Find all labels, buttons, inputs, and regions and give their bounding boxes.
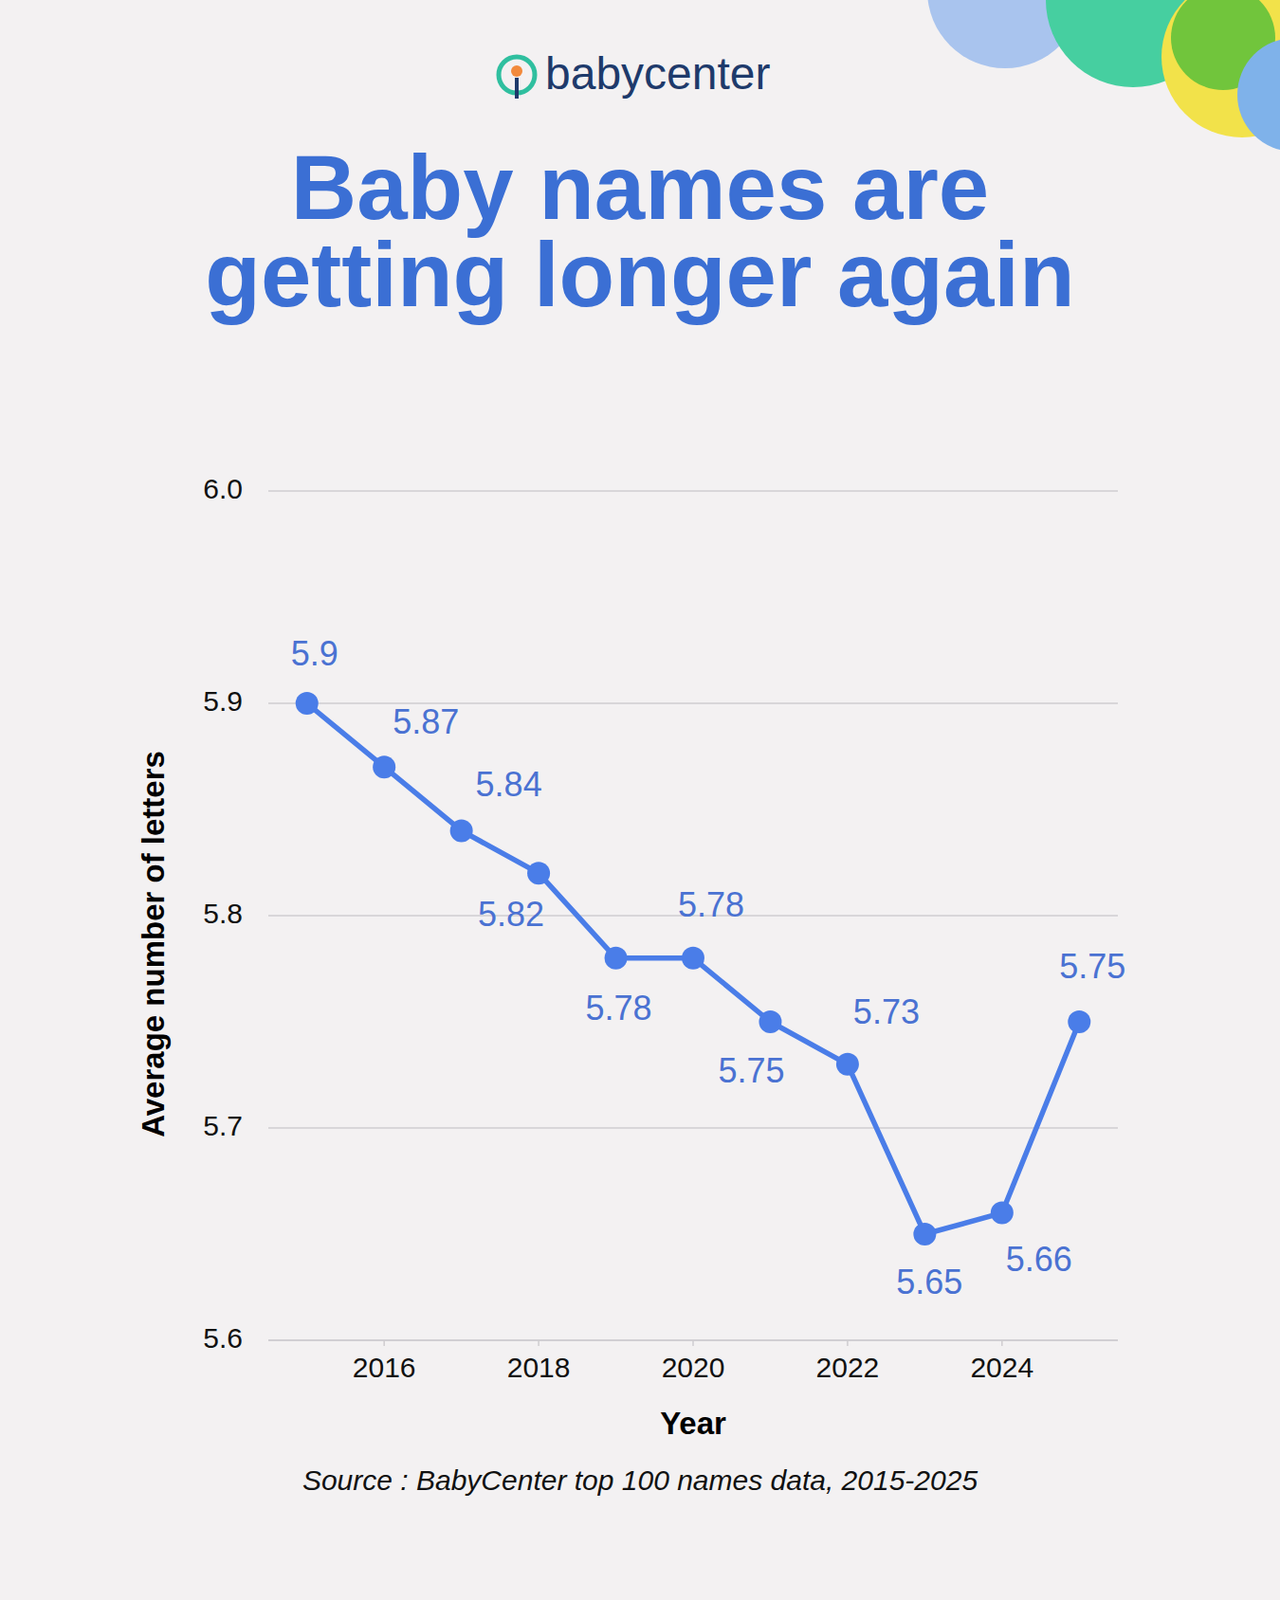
- decoration: [927, 0, 1280, 152]
- data-label: 5.87: [392, 702, 459, 742]
- point: [836, 1053, 860, 1077]
- data-label: 5.9: [291, 634, 339, 674]
- data-label: 5.82: [477, 895, 545, 934]
- data-label: 5.78: [585, 988, 653, 1028]
- point: [604, 947, 628, 970]
- point: [372, 755, 396, 779]
- data-label: 5.75: [717, 1051, 785, 1091]
- logo-icon: [514, 77, 519, 99]
- y-tick-label: 5.8: [202, 897, 243, 930]
- series: [295, 692, 1092, 1246]
- y-tick-label: 5.9: [202, 685, 243, 717]
- y-tick-label: 5.7: [202, 1110, 243, 1142]
- grid-line: [268, 490, 1118, 493]
- data-label: 5.65: [896, 1262, 963, 1302]
- data-label: 5.73: [853, 992, 920, 1032]
- y-axis-title: Average number of letters: [135, 750, 171, 1138]
- point: [1067, 1010, 1091, 1034]
- line: [307, 703, 1080, 1235]
- data-label: 5.78: [677, 885, 745, 925]
- y-tick-label: 5.6: [202, 1322, 243, 1354]
- grid: [268, 491, 1118, 1341]
- x-tick-label: 2016: [352, 1352, 417, 1384]
- brand: babycenter: [545, 48, 771, 99]
- point: [990, 1202, 1014, 1226]
- title: Baby names aregetting longer again: [204, 136, 1075, 326]
- chart: babycenter Baby names aregetting longer a…: [0, 0, 1280, 1600]
- x-axis-title: Year: [659, 1406, 727, 1442]
- point: [681, 947, 705, 970]
- x-tick: [692, 1340, 695, 1347]
- blob: [1237, 37, 1280, 152]
- point: [913, 1223, 936, 1246]
- point: [295, 692, 319, 715]
- root: babycenter Baby names aregetting longer a…: [0, 0, 1280, 1600]
- logo: babycenter: [498, 48, 771, 99]
- grid-line: [268, 1127, 1118, 1130]
- point: [758, 1010, 782, 1034]
- x-tick: [537, 1340, 540, 1347]
- x-tick-label: 2018: [507, 1352, 571, 1384]
- data-label: 5.84: [475, 765, 543, 805]
- background: [0, 0, 1280, 1600]
- x-tick: [383, 1340, 385, 1347]
- data-label: 5.75: [1059, 947, 1126, 987]
- x-tick: [1001, 1340, 1004, 1347]
- x-tick-label: 2020: [661, 1352, 726, 1384]
- point: [527, 861, 550, 885]
- y-tick-label: 6.0: [202, 473, 243, 505]
- x-tick: [846, 1340, 849, 1347]
- source: Source : BabyCenter top 100 names data, …: [302, 1464, 978, 1497]
- logo-icon: [511, 65, 523, 77]
- x-tick-label: 2024: [969, 1352, 1034, 1384]
- point: [450, 819, 474, 842]
- data-label: 5.66: [1005, 1240, 1073, 1280]
- x-tick-label: 2022: [816, 1352, 880, 1384]
